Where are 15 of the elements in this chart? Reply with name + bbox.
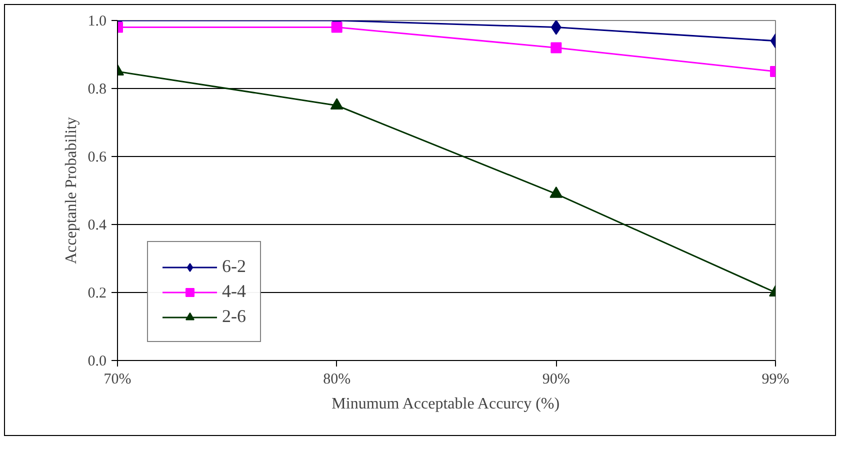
x-tick-label: 90%	[542, 372, 570, 388]
y-tick-label: 0.0	[88, 354, 106, 370]
y-tick-label: 0.4	[88, 218, 107, 234]
legend-label: 6-2	[222, 256, 246, 277]
y-tick-label: 0.6	[88, 150, 107, 166]
x-axis-title: Minumum Acceptable Accurcy (%)	[332, 396, 560, 412]
y-tick-label: 0.8	[88, 82, 106, 98]
x-tick-label: 99%	[762, 372, 790, 388]
legend-label: 2-6	[222, 306, 246, 327]
y-tick-label: 0.2	[88, 286, 106, 302]
x-tick-label: 70%	[104, 372, 132, 388]
y-tick-label: 1.0	[88, 14, 106, 30]
legend-label: 4-4	[222, 281, 246, 302]
x-tick-label: 80%	[323, 372, 351, 388]
y-axis-title: Acceptanle Probability	[62, 116, 80, 264]
